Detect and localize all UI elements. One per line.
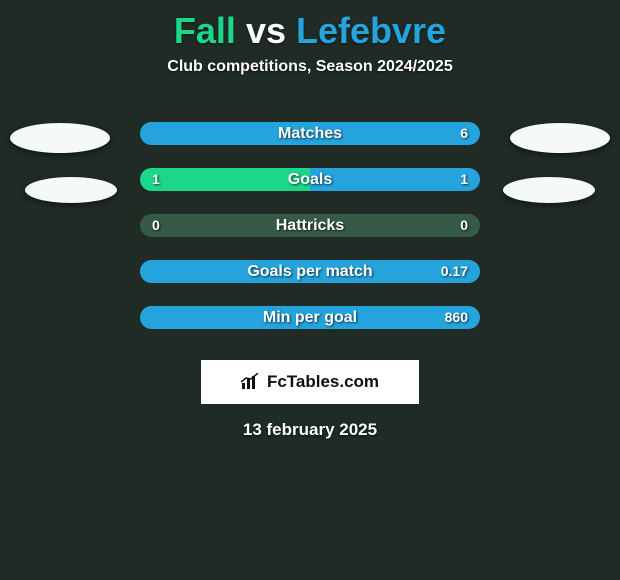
stat-row: Goals per match0.17 bbox=[0, 248, 620, 294]
stat-label: Goals bbox=[0, 168, 620, 191]
stat-value-right: 1 bbox=[460, 168, 468, 191]
brand-chart-icon bbox=[241, 373, 261, 391]
stat-label: Min per goal bbox=[0, 306, 620, 329]
stat-value-left: 1 bbox=[152, 168, 160, 191]
brand-badge: FcTables.com bbox=[201, 360, 419, 404]
comparison-card: Fall vs Lefebvre Club competitions, Seas… bbox=[0, 0, 620, 580]
stat-value-right: 0.17 bbox=[441, 260, 468, 283]
stat-label: Hattricks bbox=[0, 214, 620, 237]
stat-row: Hattricks0 0 bbox=[0, 202, 620, 248]
stat-label: Goals per match bbox=[0, 260, 620, 283]
stat-value-left: 0 bbox=[152, 214, 160, 237]
stat-value-right: 0 bbox=[460, 214, 468, 237]
stat-row: Min per goal860 bbox=[0, 294, 620, 340]
subtitle: Club competitions, Season 2024/2025 bbox=[0, 58, 620, 76]
date-text: 13 february 2025 bbox=[0, 420, 620, 440]
stats-rows: Matches6 Goals1 1 Hattricks0 0 Goals per matc… bbox=[0, 110, 620, 340]
stat-row: Matches6 bbox=[0, 110, 620, 156]
title: Fall vs Lefebvre bbox=[0, 6, 620, 58]
player1-name: Fall bbox=[174, 10, 236, 51]
stat-label: Matches bbox=[0, 122, 620, 145]
stat-value-right: 6 bbox=[460, 122, 468, 145]
player2-name: Lefebvre bbox=[296, 10, 446, 51]
stat-value-right: 860 bbox=[445, 306, 468, 329]
stat-row: Goals1 1 bbox=[0, 156, 620, 202]
brand-text: FcTables.com bbox=[267, 372, 379, 392]
vs-text: vs bbox=[246, 10, 286, 51]
